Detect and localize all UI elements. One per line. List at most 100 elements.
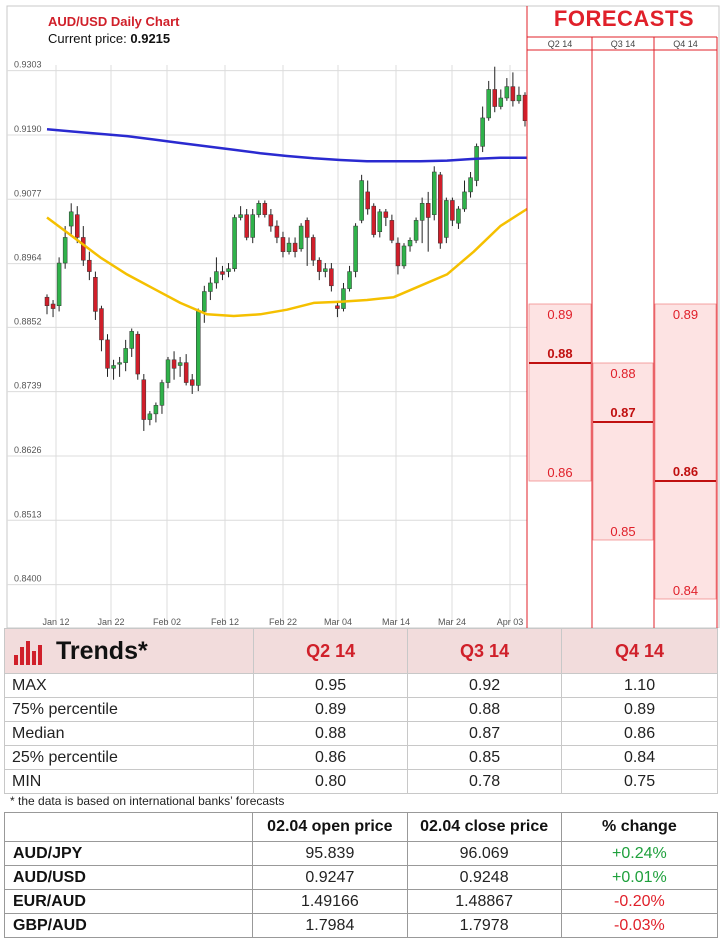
row-label: 75% percentile xyxy=(3,697,255,722)
candle-body xyxy=(232,217,237,269)
candle-body xyxy=(262,203,268,215)
candle-body xyxy=(492,89,497,107)
candle-body xyxy=(383,211,389,218)
candle-body xyxy=(81,237,86,261)
fx-pair: AUD/JPY xyxy=(3,841,254,866)
cell: 0.75 xyxy=(561,769,718,794)
x-tick-label: Mar 14 xyxy=(382,617,410,627)
trends-row-75: 75% percentile 0.89 0.88 0.89 xyxy=(3,697,718,722)
cell: 0.88 xyxy=(407,697,563,722)
candle-body xyxy=(425,203,431,218)
candle-body xyxy=(56,262,62,306)
candle-body xyxy=(105,339,110,369)
candle-body xyxy=(183,362,189,383)
x-tick-label: Mar 04 xyxy=(324,617,352,627)
cell: 0.85 xyxy=(407,745,563,770)
candle-body xyxy=(468,177,473,193)
candle-body xyxy=(371,205,376,235)
candle-body xyxy=(377,211,383,232)
trends-row-min: MIN 0.80 0.78 0.75 xyxy=(3,769,718,794)
row-label: MIN xyxy=(3,769,255,794)
trends-row-max: MAX 0.95 0.92 1.10 xyxy=(3,673,718,698)
cell: 0.86 xyxy=(561,721,718,746)
forecast-top-label: 0.88 xyxy=(610,366,635,381)
trends-col-q2: Q2 14 xyxy=(253,628,409,674)
candle-body xyxy=(419,203,425,221)
candle-body xyxy=(244,214,249,238)
forecast-bottom-label: 0.86 xyxy=(547,465,572,480)
candle-body xyxy=(93,277,98,312)
candle-body xyxy=(516,94,522,102)
candle-body xyxy=(75,214,80,238)
y-tick-label: 0.8626 xyxy=(14,445,42,455)
forecast-quarter-label: Q4 14 xyxy=(673,39,698,49)
candle-body xyxy=(135,333,141,375)
forecast-quarter-label: Q2 14 xyxy=(548,39,573,49)
y-tick-label: 0.8964 xyxy=(14,253,42,263)
candle-body xyxy=(286,242,292,252)
forecast-median-label: 0.86 xyxy=(673,464,698,479)
cell: 0.89 xyxy=(253,697,409,722)
forecast-bottom-label: 0.85 xyxy=(610,524,635,539)
forecast-range-box xyxy=(654,303,717,600)
candle-body xyxy=(189,379,195,386)
fx-pair: AUD/USD xyxy=(3,865,254,890)
forecasts-title: FORECASTS xyxy=(553,6,695,31)
candle-body xyxy=(510,86,516,102)
candle-body xyxy=(474,146,479,181)
fx-row: AUD/JPY 95.839 96.069 +0.24% xyxy=(3,841,719,866)
fx-change: -0.03% xyxy=(560,913,719,938)
cell: 0.80 xyxy=(253,769,409,794)
current-price-value: 0.9215 xyxy=(130,31,171,46)
candle-body xyxy=(147,413,153,420)
row-label: Median xyxy=(3,721,255,746)
candle-body xyxy=(335,305,340,309)
candle-body xyxy=(62,237,68,264)
fx-close: 0.9248 xyxy=(406,865,562,890)
candle-body xyxy=(365,191,370,210)
candle-body xyxy=(153,405,159,415)
candle-body xyxy=(347,271,352,289)
fx-change: +0.24% xyxy=(560,841,719,866)
bar-chart-icon xyxy=(14,640,42,665)
forecast-range-box xyxy=(528,303,592,482)
cell: 0.89 xyxy=(561,697,718,722)
candle-body xyxy=(165,359,171,383)
candle-body xyxy=(353,225,358,272)
forecast-top-label: 0.89 xyxy=(547,307,572,322)
candle-body xyxy=(208,282,213,292)
fx-change: +0.01% xyxy=(560,865,719,890)
candle-body xyxy=(111,365,116,369)
x-tick-label: Feb 02 xyxy=(153,617,181,627)
cell: 0.87 xyxy=(407,721,563,746)
blue-moving-average xyxy=(46,128,527,163)
fx-close: 96.069 xyxy=(406,841,562,866)
candle-body xyxy=(202,291,207,312)
x-tick-label: Feb 12 xyxy=(211,617,239,627)
forecast-bottom-label: 0.84 xyxy=(673,583,698,598)
cell: 0.78 xyxy=(407,769,563,794)
y-tick-label: 0.9077 xyxy=(14,188,42,198)
footnote: * the data is based on international ban… xyxy=(10,794,285,808)
fx-row: AUD/USD 0.9247 0.9248 +0.01% xyxy=(3,865,719,890)
candle-body xyxy=(498,97,504,107)
candle-body xyxy=(450,200,455,221)
x-tick-label: Mar 24 xyxy=(438,617,466,627)
candle-body xyxy=(407,240,413,247)
trends-row-median: Median 0.88 0.87 0.86 xyxy=(3,721,718,746)
x-tick-label: Jan 22 xyxy=(97,617,124,627)
candle-body xyxy=(323,268,328,272)
y-tick-label: 0.9303 xyxy=(14,60,42,70)
y-tick-label: 0.8513 xyxy=(14,509,42,519)
candle-body xyxy=(99,308,104,341)
candle-body xyxy=(117,362,122,365)
candle-body xyxy=(159,382,165,406)
y-tick-label: 0.9190 xyxy=(14,124,42,134)
candle-body xyxy=(401,245,407,267)
candle-body xyxy=(298,225,304,250)
candle-body xyxy=(177,362,183,366)
trends-header: Trends* xyxy=(3,628,255,674)
fx-col-close: 02.04 close price xyxy=(406,812,562,842)
trends-col-q4: Q4 14 xyxy=(561,628,718,674)
fx-close: 1.7978 xyxy=(406,913,562,938)
